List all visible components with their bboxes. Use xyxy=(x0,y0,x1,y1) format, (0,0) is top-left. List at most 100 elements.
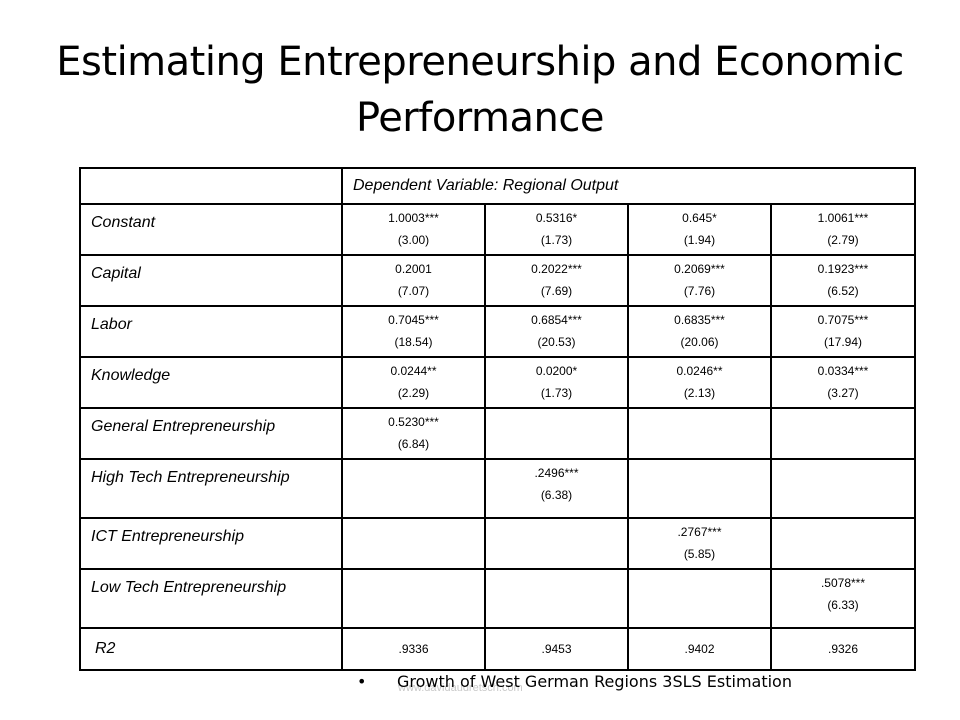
table-cell: 0.0334*** (3.27) xyxy=(770,356,916,409)
coefficient: 0.5316* xyxy=(535,211,578,225)
t-statistic: (20.53) xyxy=(537,335,576,349)
coefficient: 0.7045*** xyxy=(388,313,439,327)
coefficient: 0.0334*** xyxy=(817,364,869,378)
table-cell: .2496*** (6.38) xyxy=(484,458,629,519)
table-row: High Tech Entrepreneurship .2496*** (6.38… xyxy=(79,458,916,519)
coefficient: 0.6835*** xyxy=(674,313,725,327)
table-cell: 0.1923*** (6.52) xyxy=(770,254,916,307)
table-row: Labor 0.7045*** (18.54) 0.6854*** (20.53) … xyxy=(79,305,916,358)
table-cell: 0.0246** (2.13) xyxy=(627,356,772,409)
table-cell: .9402 xyxy=(627,627,772,671)
table-cell xyxy=(341,568,486,629)
table-cell: 0.2069*** (7.76) xyxy=(627,254,772,307)
table-cell: 0.5230*** (6.84) xyxy=(341,407,486,460)
table-cell: 0.7075*** (17.94) xyxy=(770,305,916,358)
table-cell xyxy=(770,517,916,570)
row-label-knowledge: Knowledge xyxy=(79,356,343,409)
t-statistic: (6.84) xyxy=(397,437,430,451)
coefficient: 0.2001 xyxy=(395,262,432,276)
coefficient: 0.2069*** xyxy=(674,262,725,276)
dependent-variable-header: Dependent Variable: Regional Output xyxy=(341,167,916,205)
table-cell xyxy=(484,517,629,570)
coefficient: 1.0003*** xyxy=(388,211,439,225)
table-cell: 0.6854*** (20.53) xyxy=(484,305,629,358)
t-statistic: (17.94) xyxy=(823,335,863,349)
row-label-low-tech-entrepreneurship: Low Tech Entrepreneurship xyxy=(79,568,343,629)
table-cell: 0.2022*** (7.69) xyxy=(484,254,629,307)
table-header-row: Dependent Variable: Regional Output xyxy=(79,167,916,205)
coefficient: 0.645* xyxy=(682,211,717,225)
row-label-capital: Capital xyxy=(79,254,343,307)
table-cell xyxy=(627,568,772,629)
table-row: Knowledge 0.0244** (2.29) 0.0200* (1.73) 0… xyxy=(79,356,916,409)
t-statistic: (1.73) xyxy=(540,233,573,247)
table-cell: 0.5316* (1.73) xyxy=(484,203,629,256)
t-statistic: (2.79) xyxy=(827,233,859,247)
t-statistic: (2.13) xyxy=(683,386,716,400)
coefficient: 0.6854*** xyxy=(531,313,582,327)
t-statistic: (1.73) xyxy=(540,386,573,400)
coefficient: .9336 xyxy=(398,642,429,656)
t-statistic: (5.85) xyxy=(683,547,716,561)
table-cell: 0.7045*** (18.54) xyxy=(341,305,486,358)
table-cell: 0.2001 (7.07) xyxy=(341,254,486,307)
row-label-high-tech-entrepreneurship: High Tech Entrepreneurship xyxy=(79,458,343,519)
t-statistic: (3.27) xyxy=(827,386,859,400)
table-cell: .9326 xyxy=(770,627,916,671)
row-label-ict-entrepreneurship: ICT Entrepreneurship xyxy=(79,517,343,570)
coefficient: .5078*** xyxy=(820,576,866,590)
regression-table: Dependent Variable: Regional Output Cons… xyxy=(79,167,916,671)
table-cell xyxy=(484,568,629,629)
table-row: Capital 0.2001 (7.07) 0.2022*** (7.69) 0.2… xyxy=(79,254,916,307)
table-cell: .5078*** (6.33) xyxy=(770,568,916,629)
table-cell: 0.6835*** (20.06) xyxy=(627,305,772,358)
bullet-icon: • xyxy=(357,672,367,691)
coefficient: 0.2022*** xyxy=(531,262,582,276)
coefficient: 0.1923*** xyxy=(817,262,869,276)
table-row: R2 .9336 .9453 .9402 .9326 xyxy=(79,627,916,671)
table-cell: 0.0244** (2.29) xyxy=(341,356,486,409)
table-cell xyxy=(627,458,772,519)
table-cell xyxy=(770,458,916,519)
corner-cell xyxy=(79,167,343,205)
table-cell: .9453 xyxy=(484,627,629,671)
table-cell: .2767*** (5.85) xyxy=(627,517,772,570)
table-cell: 0.645* (1.94) xyxy=(627,203,772,256)
table-cell xyxy=(341,458,486,519)
t-statistic: (3.00) xyxy=(397,233,430,247)
table-row: ICT Entrepreneurship .2767*** (5.85) xyxy=(79,517,916,570)
coefficient: .9326 xyxy=(827,642,859,656)
row-label-general-entrepreneurship: General Entrepreneurship xyxy=(79,407,343,460)
coefficient: .9402 xyxy=(684,642,715,656)
table-row: General Entrepreneurship 0.5230*** (6.84) xyxy=(79,407,916,460)
table-cell: 0.0200* (1.73) xyxy=(484,356,629,409)
coefficient: 1.0061*** xyxy=(817,211,869,225)
t-statistic: (7.76) xyxy=(683,284,716,298)
t-statistic: (6.52) xyxy=(827,284,859,298)
coefficient: .9453 xyxy=(541,642,572,656)
table-row: Low Tech Entrepreneurship .5078*** (6.33) xyxy=(79,568,916,629)
t-statistic: (6.38) xyxy=(540,488,573,502)
coefficient: 0.7075*** xyxy=(817,313,869,327)
watermark: www.davidaudretsch.com xyxy=(398,682,523,694)
t-statistic: (18.54) xyxy=(394,335,433,349)
t-statistic: (7.69) xyxy=(540,284,573,298)
table-cell: 1.0061*** (2.79) xyxy=(770,203,916,256)
t-statistic: (7.07) xyxy=(397,284,430,298)
coefficient: 0.0244** xyxy=(390,364,437,378)
coefficient: 0.5230*** xyxy=(388,415,439,429)
coefficient: .2496*** xyxy=(534,466,579,480)
table-cell xyxy=(484,407,629,460)
t-statistic: (1.94) xyxy=(683,233,716,247)
t-statistic: (2.29) xyxy=(397,386,430,400)
table-cell: 1.0003*** (3.00) xyxy=(341,203,486,256)
slide-title: Estimating Entrepreneurship and Economic… xyxy=(56,39,904,141)
table-cell xyxy=(627,407,772,460)
table-row: Constant 1.0003*** (3.00) 0.5316* (1.73) 0… xyxy=(79,203,916,256)
row-label-constant: Constant xyxy=(79,203,343,256)
t-statistic: (6.33) xyxy=(827,598,859,612)
table-cell xyxy=(770,407,916,460)
t-statistic: (20.06) xyxy=(680,335,719,349)
table-cell: .9336 xyxy=(341,627,486,671)
footnote-text: Growth of West German Regions 3SLS Estim… xyxy=(397,672,792,691)
